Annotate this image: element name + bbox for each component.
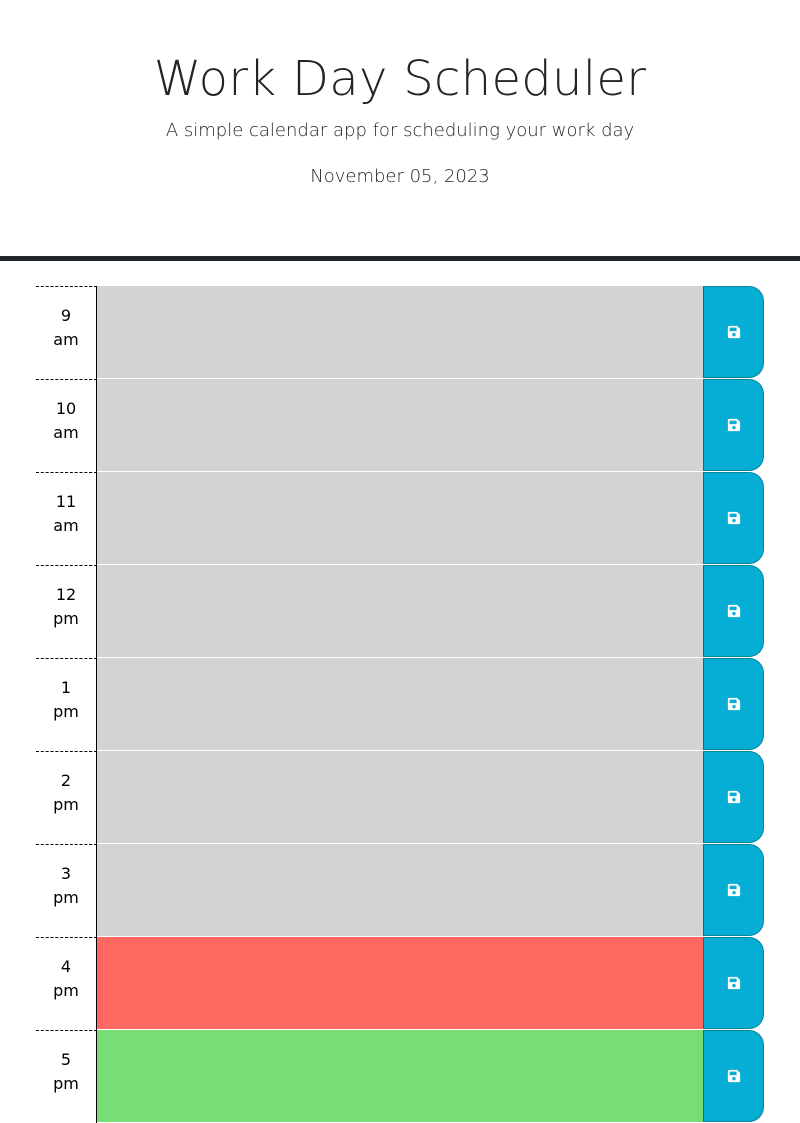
hour-period: pm [53,795,79,814]
save-button[interactable] [703,1030,764,1122]
hour-period: pm [53,981,79,1000]
hour-label: 10 am [36,379,97,472]
time-block-5pm: 5 pm [36,1030,764,1123]
event-description-input[interactable] [97,379,703,472]
hour-number: 12 [55,585,77,604]
event-description-input[interactable] [97,658,703,751]
hour-label: 12 pm [36,565,97,658]
event-description-input[interactable] [97,1030,703,1123]
hour-label: 5 pm [36,1030,97,1123]
hour-number: 5 [60,1050,72,1069]
event-description-input[interactable] [97,286,703,379]
header: Work Day Scheduler A simple calendar app… [0,0,800,261]
event-description-input[interactable] [97,844,703,937]
event-description-input[interactable] [97,751,703,844]
hour-number: 3 [60,864,72,883]
time-block-3pm: 3 pm [36,844,764,937]
hour-label: 3 pm [36,844,97,937]
event-description-input[interactable] [97,565,703,658]
hour-number: 10 [55,399,77,418]
hour-period: pm [53,888,79,907]
hour-period: pm [53,609,79,628]
time-block-12pm: 12 pm [36,565,764,658]
event-description-input[interactable] [97,937,703,1030]
time-block-1pm: 1 pm [36,658,764,751]
schedule-container: 9 am 10 am 11 am [36,286,764,1123]
save-button[interactable] [703,658,764,750]
hour-number: 4 [60,957,72,976]
floppy-disk-icon [727,604,740,618]
hour-number: 1 [60,678,72,697]
floppy-disk-icon [727,697,740,711]
save-button[interactable] [703,286,764,378]
time-block-9am: 9 am [36,286,764,379]
page-subtitle: A simple calendar app for scheduling you… [165,120,635,141]
hour-period: pm [53,1074,79,1093]
hour-label: 1 pm [36,658,97,751]
hour-number: 2 [60,771,72,790]
save-button[interactable] [703,565,764,657]
time-block-10am: 10 am [36,379,764,472]
hour-period: am [53,330,79,349]
hour-number: 11 [55,492,77,511]
hour-period: am [53,423,79,442]
floppy-disk-icon [727,1069,740,1083]
floppy-disk-icon [727,418,740,432]
hour-number: 9 [60,306,72,325]
floppy-disk-icon [727,883,740,897]
save-button[interactable] [703,844,764,936]
event-description-input[interactable] [97,472,703,565]
save-button[interactable] [703,751,764,843]
time-block-2pm: 2 pm [36,751,764,844]
save-button[interactable] [703,937,764,1029]
page-title: Work Day Scheduler [153,51,647,107]
hour-label: 2 pm [36,751,97,844]
save-button[interactable] [703,379,764,471]
current-date: November 05, 2023 [310,166,490,187]
time-block-4pm: 4 pm [36,937,764,1030]
floppy-disk-icon [727,325,740,339]
hour-label: 4 pm [36,937,97,1030]
hour-period: pm [53,702,79,721]
save-button[interactable] [703,472,764,564]
hour-label: 9 am [36,286,97,379]
hour-period: am [53,516,79,535]
time-block-11am: 11 am [36,472,764,565]
hour-label: 11 am [36,472,97,565]
floppy-disk-icon [727,790,740,804]
floppy-disk-icon [727,976,740,990]
floppy-disk-icon [727,511,740,525]
